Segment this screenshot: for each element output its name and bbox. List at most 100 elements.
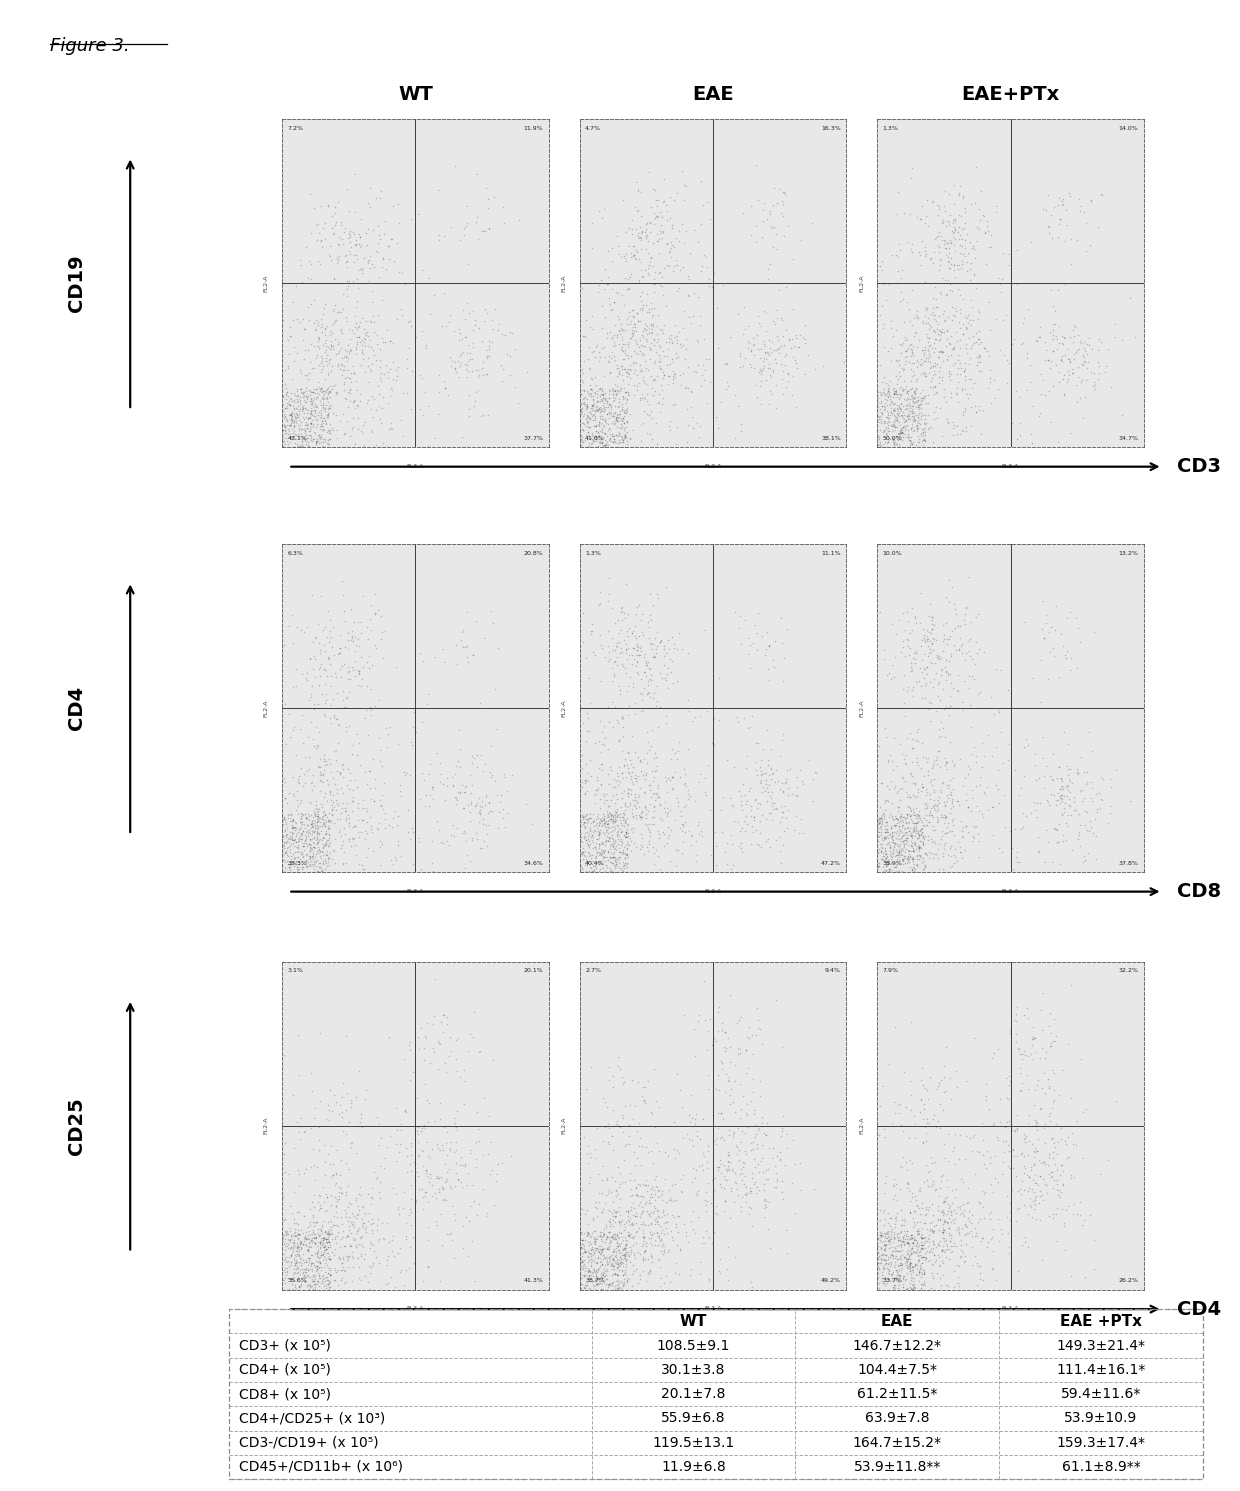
- Point: [903, 1278, 923, 1302]
- Point: [879, 850, 899, 874]
- Point: [875, 395, 895, 419]
- Point: [676, 337, 696, 361]
- Point: [963, 237, 983, 261]
- Point: [591, 335, 611, 359]
- Point: [905, 1254, 925, 1278]
- Point: [899, 847, 919, 871]
- Point: [599, 1132, 619, 1156]
- Point: [897, 414, 916, 438]
- Point: [732, 1161, 751, 1185]
- Point: [941, 1191, 961, 1215]
- Point: [906, 671, 926, 695]
- Point: [894, 830, 914, 854]
- Point: [320, 324, 340, 347]
- Point: [914, 1236, 934, 1260]
- Point: [878, 826, 898, 850]
- Point: [629, 783, 649, 807]
- Point: [315, 1246, 335, 1270]
- Point: [1013, 1121, 1033, 1145]
- Point: [1054, 382, 1074, 406]
- Point: [573, 1255, 593, 1279]
- Point: [305, 826, 325, 850]
- Point: [591, 829, 611, 853]
- Point: [315, 826, 335, 850]
- Point: [579, 1170, 599, 1194]
- Point: [932, 805, 952, 829]
- Point: [622, 652, 642, 675]
- Point: [631, 413, 651, 437]
- Point: [944, 1260, 963, 1284]
- Point: [613, 318, 632, 341]
- Point: [306, 1254, 326, 1278]
- Point: [944, 753, 963, 777]
- Point: [1038, 1173, 1058, 1197]
- Point: [330, 658, 350, 681]
- Point: [1044, 1153, 1064, 1176]
- Point: [733, 1156, 753, 1179]
- Point: [580, 382, 600, 406]
- Point: [869, 810, 889, 833]
- Point: [644, 334, 663, 358]
- Point: [629, 786, 649, 810]
- Point: [303, 398, 322, 422]
- Point: [670, 1078, 689, 1102]
- Point: [291, 619, 311, 643]
- Point: [310, 379, 330, 403]
- Point: [635, 349, 655, 373]
- Point: [619, 371, 639, 395]
- Point: [1013, 1193, 1033, 1217]
- Point: [954, 1249, 973, 1273]
- Point: [353, 1194, 373, 1218]
- Point: [345, 640, 365, 663]
- Point: [918, 617, 937, 641]
- Point: [578, 403, 598, 426]
- Point: [1045, 312, 1065, 335]
- Point: [1009, 1036, 1029, 1060]
- Point: [1069, 365, 1089, 389]
- Point: [893, 356, 913, 380]
- Point: [300, 401, 320, 425]
- Point: [932, 716, 952, 740]
- Point: [608, 1278, 627, 1302]
- Point: [649, 227, 668, 250]
- Point: [378, 248, 398, 271]
- Point: [621, 1212, 641, 1236]
- Point: [991, 1217, 1011, 1241]
- Point: [275, 397, 295, 420]
- Point: [647, 364, 667, 388]
- Point: [764, 1175, 784, 1199]
- Point: [1064, 1193, 1084, 1217]
- Point: [740, 1179, 760, 1203]
- Point: [928, 322, 947, 346]
- Point: [614, 417, 634, 441]
- Point: [1066, 338, 1086, 362]
- Point: [301, 428, 321, 452]
- Point: [291, 253, 311, 277]
- Point: [983, 1257, 1003, 1281]
- Point: [751, 315, 771, 338]
- Point: [683, 1135, 703, 1159]
- Point: [324, 766, 343, 790]
- Point: [579, 666, 599, 690]
- Point: [324, 704, 343, 728]
- Point: [932, 1238, 952, 1261]
- Point: [630, 270, 650, 294]
- Point: [931, 265, 951, 289]
- Point: [604, 1214, 624, 1238]
- Point: [1053, 1173, 1073, 1197]
- Point: [906, 376, 926, 400]
- Point: [915, 1153, 935, 1176]
- Point: [615, 792, 635, 816]
- Point: [319, 403, 339, 426]
- Point: [723, 1159, 743, 1182]
- Point: [283, 808, 303, 832]
- Point: [598, 762, 618, 786]
- Point: [887, 853, 906, 877]
- Point: [707, 1156, 727, 1179]
- Point: [1043, 338, 1063, 362]
- Point: [988, 777, 1008, 801]
- Point: [770, 177, 790, 201]
- Point: [632, 319, 652, 343]
- Point: [879, 857, 899, 881]
- Point: [1055, 230, 1075, 253]
